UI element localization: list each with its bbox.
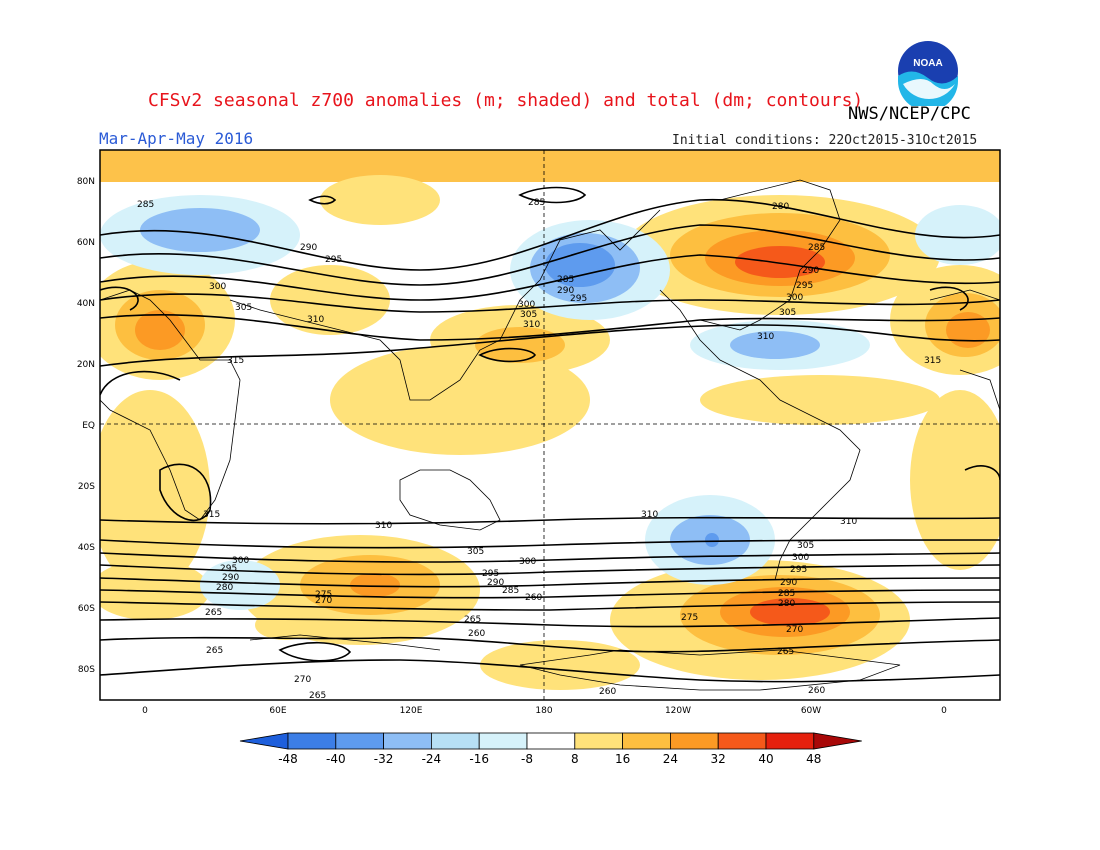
lat-label: 40N <box>77 299 95 309</box>
lon-label: 180 <box>535 706 552 716</box>
contour-label: 300 <box>792 553 809 563</box>
map-frame <box>99 149 1001 701</box>
contour-label: 295 <box>325 255 342 265</box>
contour-label: 305 <box>520 310 537 320</box>
lon-label: 120W <box>665 706 691 716</box>
contour-label: 265 <box>777 647 794 657</box>
contour-label: 285 <box>528 198 545 208</box>
lat-label: 60S <box>78 604 95 614</box>
lat-label: 60N <box>77 238 95 248</box>
contour-label: 290 <box>300 243 317 253</box>
contour-label: 280 <box>778 599 795 609</box>
contour-label: 315 <box>203 510 220 520</box>
contour-label: 295 <box>570 294 587 304</box>
contour-label: 260 <box>808 686 825 696</box>
contour-label: 275 <box>681 613 698 623</box>
contour-label: 310 <box>840 517 857 527</box>
contour-label: 270 <box>315 596 332 606</box>
contour-label: 270 <box>294 675 311 685</box>
contour-label: 275 <box>315 590 332 600</box>
longitude-labels: 0 60E 120E 180 120W 60W 0 <box>142 706 947 716</box>
season-label: Mar-Apr-May 2016 <box>99 129 254 148</box>
contour-label: 305 <box>779 308 796 318</box>
geopotential-contours <box>100 186 1000 683</box>
contour-label: 265 <box>206 646 223 656</box>
contour-label: 265 <box>464 615 481 625</box>
contour-label: 290 <box>222 573 239 583</box>
contour-label: 260 <box>525 593 542 603</box>
contour-label: 290 <box>557 286 574 296</box>
contour-label: 285 <box>808 243 825 253</box>
contour-label: 260 <box>599 687 616 697</box>
svg-text:NOAA: NOAA <box>913 58 942 69</box>
contour-labels: 285 285 280 290 295 285 290 295 300 305 … <box>137 198 941 701</box>
lat-label: EQ <box>82 421 95 431</box>
contour-label: 310 <box>523 320 540 330</box>
contour-label: 280 <box>772 202 789 212</box>
contour-label: 285 <box>778 589 795 599</box>
initial-conditions-label: Initial conditions: 22Oct2015-31Oct2015 <box>672 133 978 148</box>
lon-label: 0 <box>941 706 947 716</box>
lon-label: 60W <box>801 706 821 716</box>
lon-label: 120E <box>400 706 423 716</box>
lat-label: 20N <box>77 360 95 370</box>
contour-label: 285 <box>502 586 519 596</box>
contour-label: 290 <box>487 578 504 588</box>
anomaly-north-polar <box>100 150 1000 182</box>
contour-label: 315 <box>227 356 244 366</box>
lon-label: 60E <box>269 706 286 716</box>
contour-label: 260 <box>468 629 485 639</box>
contour-label: 290 <box>802 266 819 276</box>
contour-label: 280 <box>216 583 233 593</box>
contour-label: 300 <box>786 293 803 303</box>
contour-label: 290 <box>780 578 797 588</box>
contour-label: 300 <box>232 556 249 566</box>
chart-title: CFSv2 seasonal z700 anomalies (m; shaded… <box>148 90 864 111</box>
agency-label: NWS/NCEP/CPC <box>848 104 971 124</box>
coastlines <box>100 179 1000 691</box>
contour-label: 265 <box>309 691 326 701</box>
lat-label: 20S <box>78 482 95 492</box>
lat-label: 80S <box>78 665 95 675</box>
contour-label: 295 <box>220 564 237 574</box>
lat-label: 80N <box>77 177 95 187</box>
contour-label: 310 <box>641 510 658 520</box>
lat-label: 40S <box>78 543 95 553</box>
contour-label: 310 <box>307 315 324 325</box>
contour-label: 285 <box>557 275 574 285</box>
contour-label: 285 <box>137 200 154 210</box>
contour-label: 315 <box>924 356 941 366</box>
contour-label: 300 <box>519 557 536 567</box>
lon-label: 0 <box>142 706 148 716</box>
contour-label: 295 <box>796 281 813 291</box>
contour-label: 305 <box>235 303 252 313</box>
contour-label: 265 <box>205 608 222 618</box>
contour-label: 310 <box>757 332 774 342</box>
latitude-labels: 80N 60N 40N 20N EQ 20S 40S 60S 80S <box>77 177 95 675</box>
contour-label: 310 <box>375 521 392 531</box>
contour-label: 300 <box>518 300 535 310</box>
contour-label: 305 <box>467 547 484 557</box>
contour-label: 305 <box>797 541 814 551</box>
contour-label: 300 <box>209 282 226 292</box>
contour-label: 270 <box>786 625 803 635</box>
strong-negative-anomalies <box>545 243 719 547</box>
noaa-logo: NOAA <box>895 38 961 106</box>
contour-label: 295 <box>482 569 499 579</box>
contour-label: 295 <box>790 565 807 575</box>
